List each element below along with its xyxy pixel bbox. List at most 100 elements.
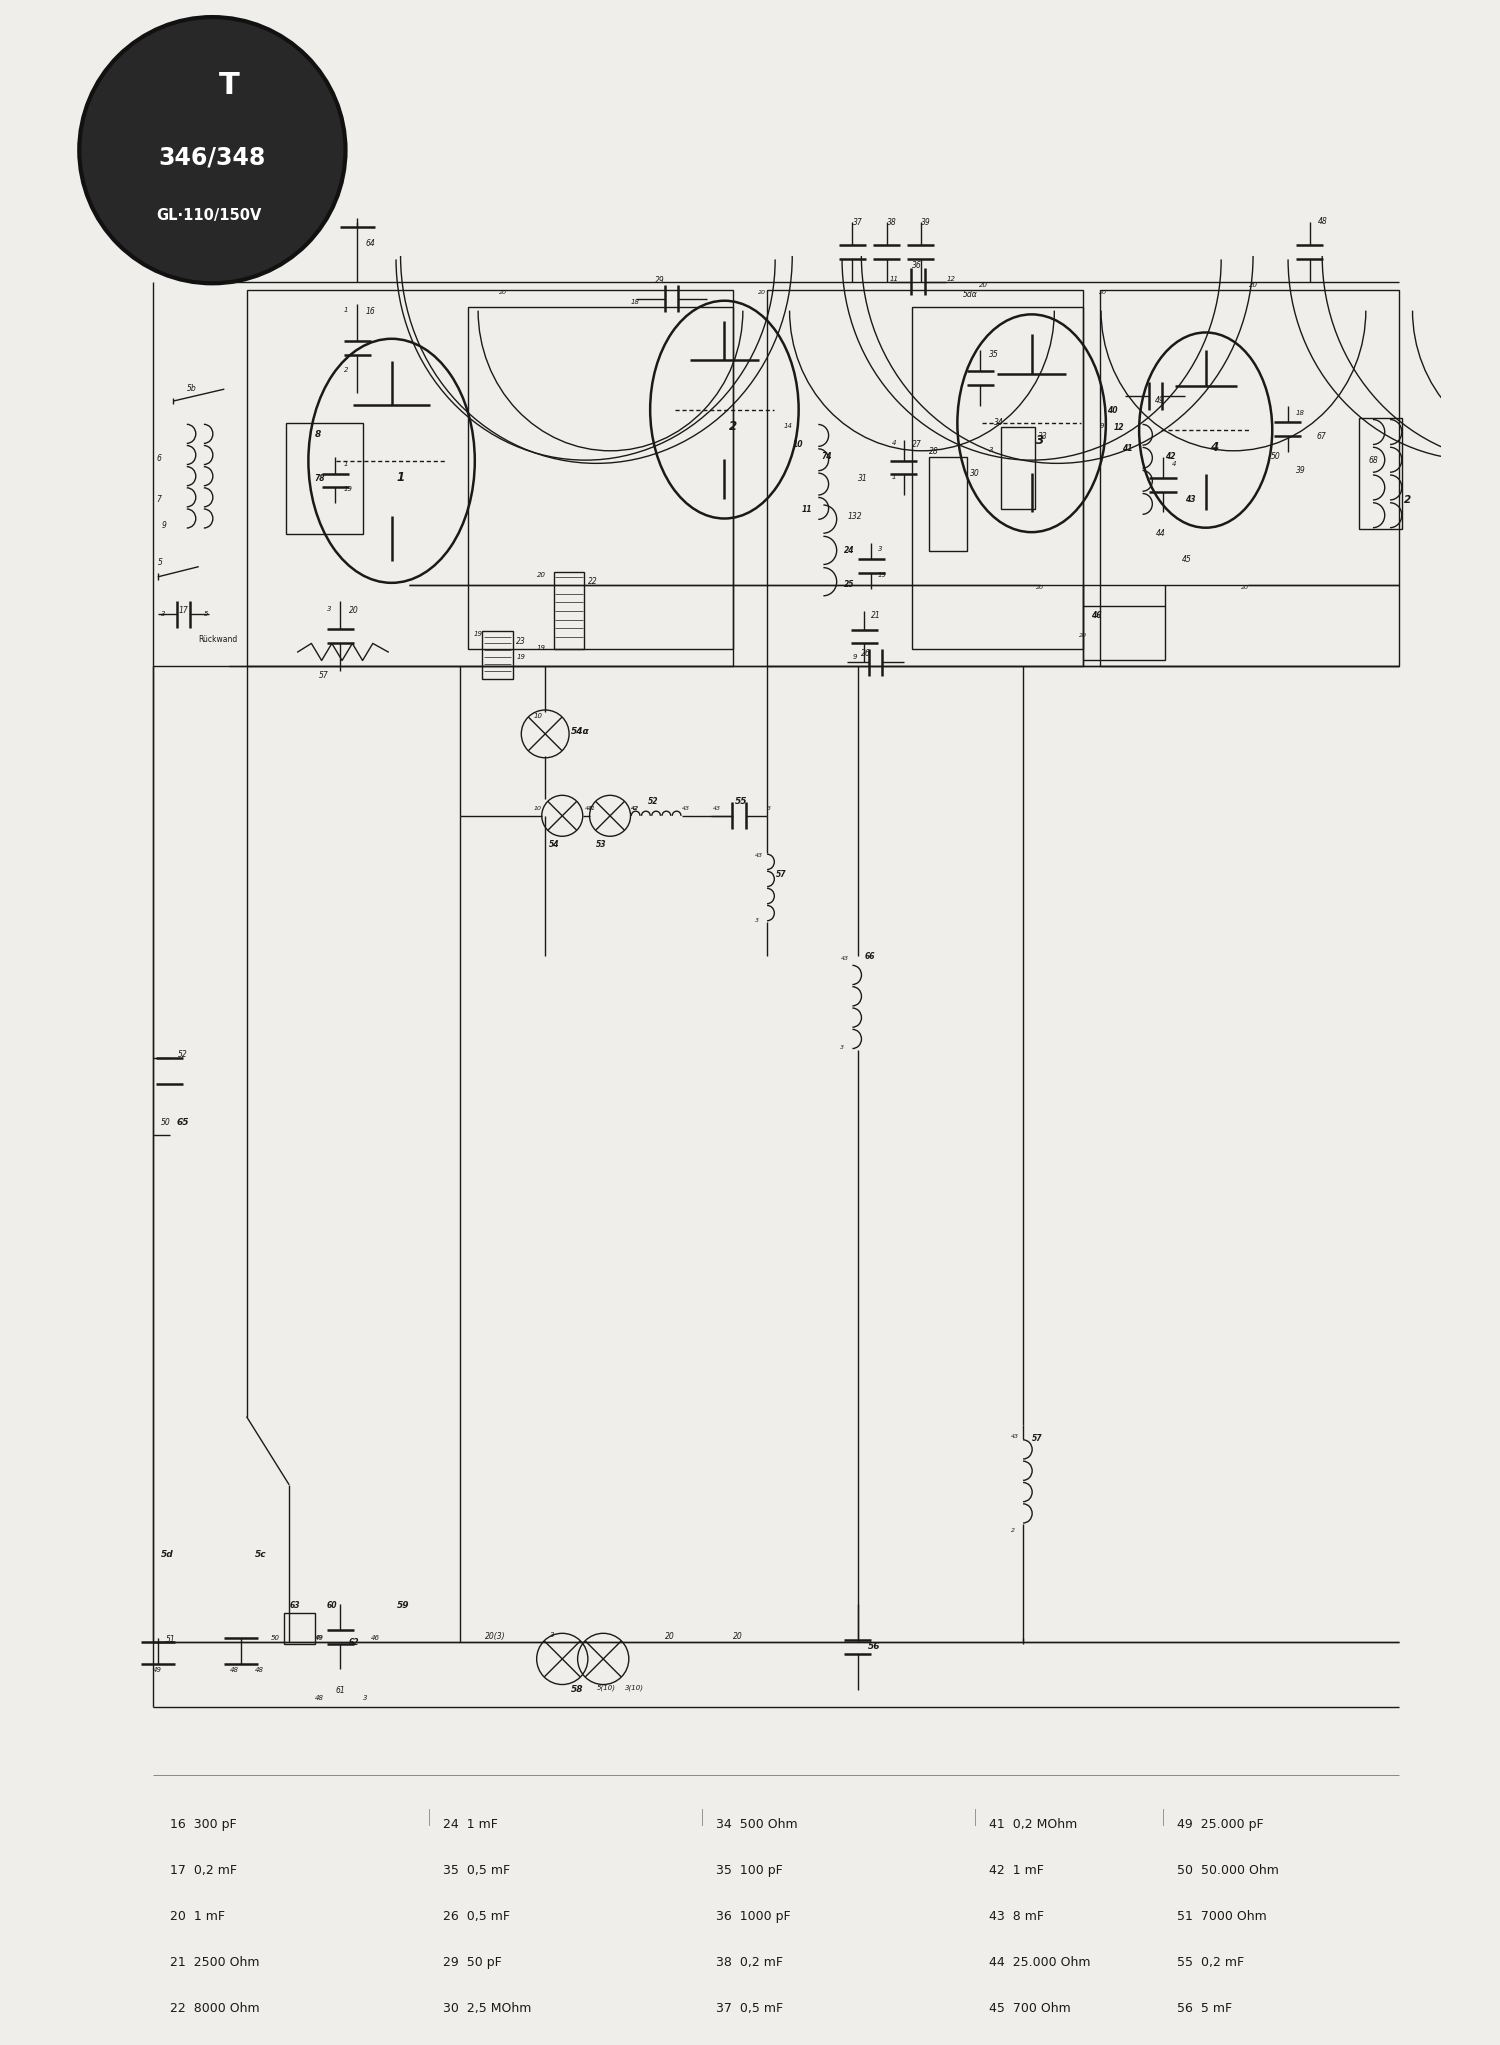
Text: 2: 2 [1011,1528,1016,1532]
Text: Rückwand: Rückwand [198,634,238,644]
Text: 63: 63 [290,1601,300,1609]
Text: 48: 48 [230,1667,238,1673]
Text: 26  0,5 mF: 26 0,5 mF [442,1910,510,1922]
Text: 11: 11 [890,276,898,282]
Text: 10: 10 [792,440,802,450]
Text: 64: 64 [366,239,375,247]
Text: 1: 1 [891,474,896,481]
Text: 57: 57 [1032,1434,1042,1442]
Text: 49: 49 [315,1636,322,1640]
Text: 43  8 mF: 43 8 mF [988,1910,1044,1922]
Text: 3: 3 [988,448,993,454]
Text: 27: 27 [912,440,922,450]
Bar [554,573,585,648]
Text: 14: 14 [784,423,794,429]
Text: 43: 43 [1185,495,1196,503]
Text: 5: 5 [204,611,209,618]
Text: 19: 19 [474,632,483,638]
Text: 39: 39 [921,219,930,227]
Text: 1: 1 [396,472,404,485]
Text: 20(3): 20(3) [486,1632,506,1640]
Text: 45: 45 [1182,554,1191,564]
Text: GL·110/150V: GL·110/150V [156,207,261,223]
Bar [284,1614,315,1644]
Text: 11: 11 [801,505,812,513]
Text: 44  25.000 Ohm: 44 25.000 Ohm [988,1955,1090,1969]
Text: 12: 12 [1113,423,1124,431]
Text: 20: 20 [980,282,988,288]
Text: 10: 10 [532,714,542,720]
Text: 55  0,2 mF: 55 0,2 mF [1176,1955,1244,1969]
Text: 1: 1 [344,460,348,466]
Text: 30  2,5 MOhm: 30 2,5 MOhm [442,2002,531,2014]
Text: 9: 9 [1100,423,1104,429]
Text: 20: 20 [664,1632,675,1640]
Bar [286,423,363,534]
Text: 20: 20 [1250,282,1258,288]
Text: 50: 50 [160,1119,171,1127]
Text: 51  7000 Ohm: 51 7000 Ohm [1176,1910,1266,1922]
Text: 78: 78 [315,474,326,483]
Text: 3: 3 [766,806,771,810]
Text: 20: 20 [1080,634,1088,638]
Text: 52: 52 [648,798,658,806]
Text: 2: 2 [1404,495,1411,505]
Text: 41: 41 [585,806,592,810]
Text: 9: 9 [852,654,856,661]
Text: 49: 49 [153,1667,162,1673]
Text: 20: 20 [734,1632,742,1640]
Text: 34: 34 [994,417,1004,427]
Bar [1083,605,1164,661]
Text: 2: 2 [729,419,736,434]
Text: 3: 3 [878,546,882,552]
Text: 3: 3 [754,918,759,922]
Text: 67: 67 [1317,431,1326,442]
Text: 3: 3 [840,1045,844,1049]
Text: 43: 43 [840,955,849,961]
Text: 38  0,2 mF: 38 0,2 mF [716,1955,783,1969]
Text: 1: 1 [344,307,348,313]
Text: 19: 19 [878,573,886,579]
Text: 35  0,5 mF: 35 0,5 mF [442,1863,510,1877]
Text: 16  300 pF: 16 300 pF [170,1818,237,1830]
Text: 55: 55 [735,798,747,806]
Text: 56: 56 [868,1642,880,1650]
Text: 41  0,2 MOhm: 41 0,2 MOhm [988,1818,1077,1830]
Text: 8: 8 [315,429,321,440]
Bar [912,307,1083,648]
Text: 20: 20 [1100,290,1107,294]
Text: 49  25.000 pF: 49 25.000 pF [1176,1818,1263,1830]
Text: 45  700 Ohm: 45 700 Ohm [988,2002,1071,2014]
Text: 42: 42 [1164,452,1174,462]
Text: 49: 49 [315,1636,324,1640]
Text: 46: 46 [1092,611,1102,620]
Text: 66: 66 [864,953,874,961]
Bar [468,307,734,648]
Text: 36: 36 [912,262,922,270]
Text: 48: 48 [255,1667,264,1673]
Text: 3: 3 [160,611,165,618]
Text: 58: 58 [572,1685,584,1693]
Text: 74: 74 [822,452,833,462]
Text: 31: 31 [858,474,867,483]
Bar [1100,290,1398,665]
Text: 3(10): 3(10) [626,1685,645,1691]
Text: 48: 48 [1318,217,1328,225]
Text: 50: 50 [270,1636,279,1640]
Text: 10: 10 [532,806,542,810]
Text: 18: 18 [630,299,639,305]
Text: 12: 12 [946,276,956,282]
Text: 54: 54 [549,840,560,849]
Text: 35: 35 [988,350,999,358]
Text: 42: 42 [630,806,639,810]
Text: 57: 57 [318,671,328,679]
Text: 46: 46 [370,1636,380,1640]
Text: 65: 65 [177,1119,189,1127]
Text: 29  50 pF: 29 50 pF [442,1955,501,1969]
Text: 3: 3 [1036,434,1044,446]
Text: 5(10): 5(10) [597,1685,615,1691]
Text: 54α: 54α [572,728,590,736]
Text: 20  1 mF: 20 1 mF [170,1910,225,1922]
Text: 20: 20 [498,290,507,294]
Text: 346/348: 346/348 [159,145,266,170]
